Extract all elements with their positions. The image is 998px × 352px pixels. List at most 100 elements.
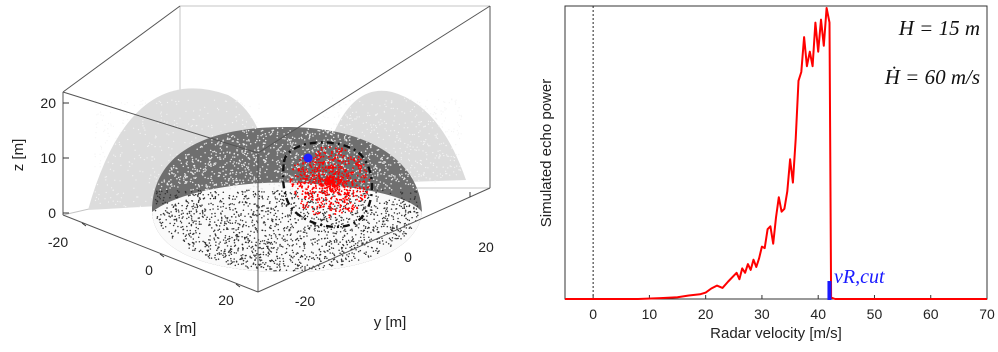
- scatter-point: [265, 157, 268, 160]
- scatter-point: [196, 204, 198, 207]
- scatter-point: [219, 158, 222, 160]
- scatter-point: [374, 225, 377, 227]
- projection-dot: [140, 100, 142, 102]
- projection-dot: [119, 132, 121, 134]
- scatter-point: [192, 168, 194, 170]
- scatter-point: [251, 246, 254, 248]
- scatter-point: [323, 257, 326, 260]
- scatter-point: [323, 148, 325, 151]
- highlighted-point: [352, 171, 355, 174]
- projection-dot: [413, 106, 416, 108]
- scatter-point: [314, 230, 316, 232]
- scatter-point: [265, 135, 267, 137]
- highlighted-point: [299, 173, 302, 176]
- scatter-point: [204, 254, 207, 256]
- scatter-point: [186, 217, 188, 220]
- scatter-point: [276, 127, 279, 130]
- scatter-point: [163, 214, 166, 216]
- scatter-point: [250, 171, 252, 173]
- projection-dot: [242, 123, 244, 126]
- scatter-point: [310, 200, 312, 202]
- projection-dot: [160, 101, 162, 103]
- scatter-point: [356, 211, 359, 214]
- scatter-point: [327, 154, 329, 156]
- highlighted-point: [333, 173, 336, 175]
- projection-dot: [322, 115, 324, 117]
- scatter-point: [222, 170, 224, 172]
- scatter-point: [326, 131, 328, 133]
- highlighted-point: [347, 157, 350, 160]
- projection-dot: [95, 196, 98, 198]
- scatter-point: [408, 204, 411, 206]
- scatter-points: [154, 127, 419, 272]
- scatter-point: [236, 179, 238, 182]
- scatter-point: [262, 145, 265, 147]
- scatter-point: [248, 189, 250, 192]
- scatter-point: [268, 202, 271, 204]
- projection-dot: [429, 177, 431, 179]
- scatter-point: [271, 131, 274, 133]
- projection-dot: [97, 113, 99, 115]
- scatter-point: [278, 257, 281, 259]
- highlighted-point: [350, 210, 353, 213]
- projection-dot: [114, 155, 116, 157]
- projection-dot: [399, 138, 401, 140]
- scatter-point: [378, 250, 380, 252]
- scatter-point: [383, 162, 385, 165]
- scatter-point: [340, 186, 342, 188]
- scatter-point: [250, 209, 253, 211]
- scatter-point: [244, 241, 247, 244]
- scatter-point: [341, 216, 343, 219]
- scatter-point: [215, 244, 217, 247]
- highlighted-point: [349, 177, 352, 179]
- projection-dot: [456, 165, 458, 167]
- projection-dot: [252, 126, 254, 128]
- highlighted-point: [323, 182, 326, 185]
- scatter-point: [260, 134, 262, 137]
- highlighted-point: [298, 167, 300, 170]
- scatter-point: [282, 257, 284, 260]
- scatter-point: [292, 257, 294, 259]
- scatter-point: [281, 198, 284, 201]
- projection-dot: [457, 124, 459, 126]
- scatter-point: [254, 127, 257, 130]
- highlighted-point: [349, 156, 352, 159]
- projection-dot: [144, 129, 146, 131]
- scatter-point: [305, 182, 307, 185]
- scatter-point: [325, 161, 327, 163]
- scatter-point: [376, 167, 378, 170]
- highlighted-point: [321, 189, 323, 192]
- highlighted-point: [323, 192, 326, 195]
- scatter-point: [245, 224, 247, 227]
- projection-dot: [127, 169, 129, 171]
- scatter-point: [370, 146, 372, 149]
- highlighted-point: [306, 202, 309, 204]
- scatter-point: [296, 191, 299, 194]
- highlighted-point: [328, 216, 331, 219]
- scatter-point: [238, 162, 240, 165]
- highlighted-point: [357, 165, 360, 168]
- scatter-point: [234, 198, 236, 200]
- scatter-point: [303, 243, 305, 246]
- scatter-point: [236, 235, 239, 238]
- scatter-point: [366, 197, 369, 199]
- projection-dot: [457, 110, 459, 112]
- scatter-point: [296, 180, 298, 182]
- highlighted-point: [344, 207, 347, 210]
- projection-dot: [416, 170, 418, 172]
- scatter-point: [255, 158, 257, 160]
- projection-dot: [195, 137, 197, 139]
- scatter-point: [201, 173, 204, 175]
- projection-dot: [440, 110, 442, 112]
- scatter-point: [187, 195, 190, 197]
- z-tick-label: 20: [40, 95, 56, 111]
- projection-dot: [444, 131, 447, 133]
- scatter-point: [295, 153, 297, 155]
- scatter-point: [197, 159, 199, 162]
- scatter-point: [212, 182, 214, 184]
- scatter-point: [287, 265, 289, 268]
- scatter-point: [223, 183, 226, 186]
- scatter-point: [230, 260, 232, 262]
- scatter-point: [290, 233, 292, 235]
- projection-dot: [190, 126, 192, 128]
